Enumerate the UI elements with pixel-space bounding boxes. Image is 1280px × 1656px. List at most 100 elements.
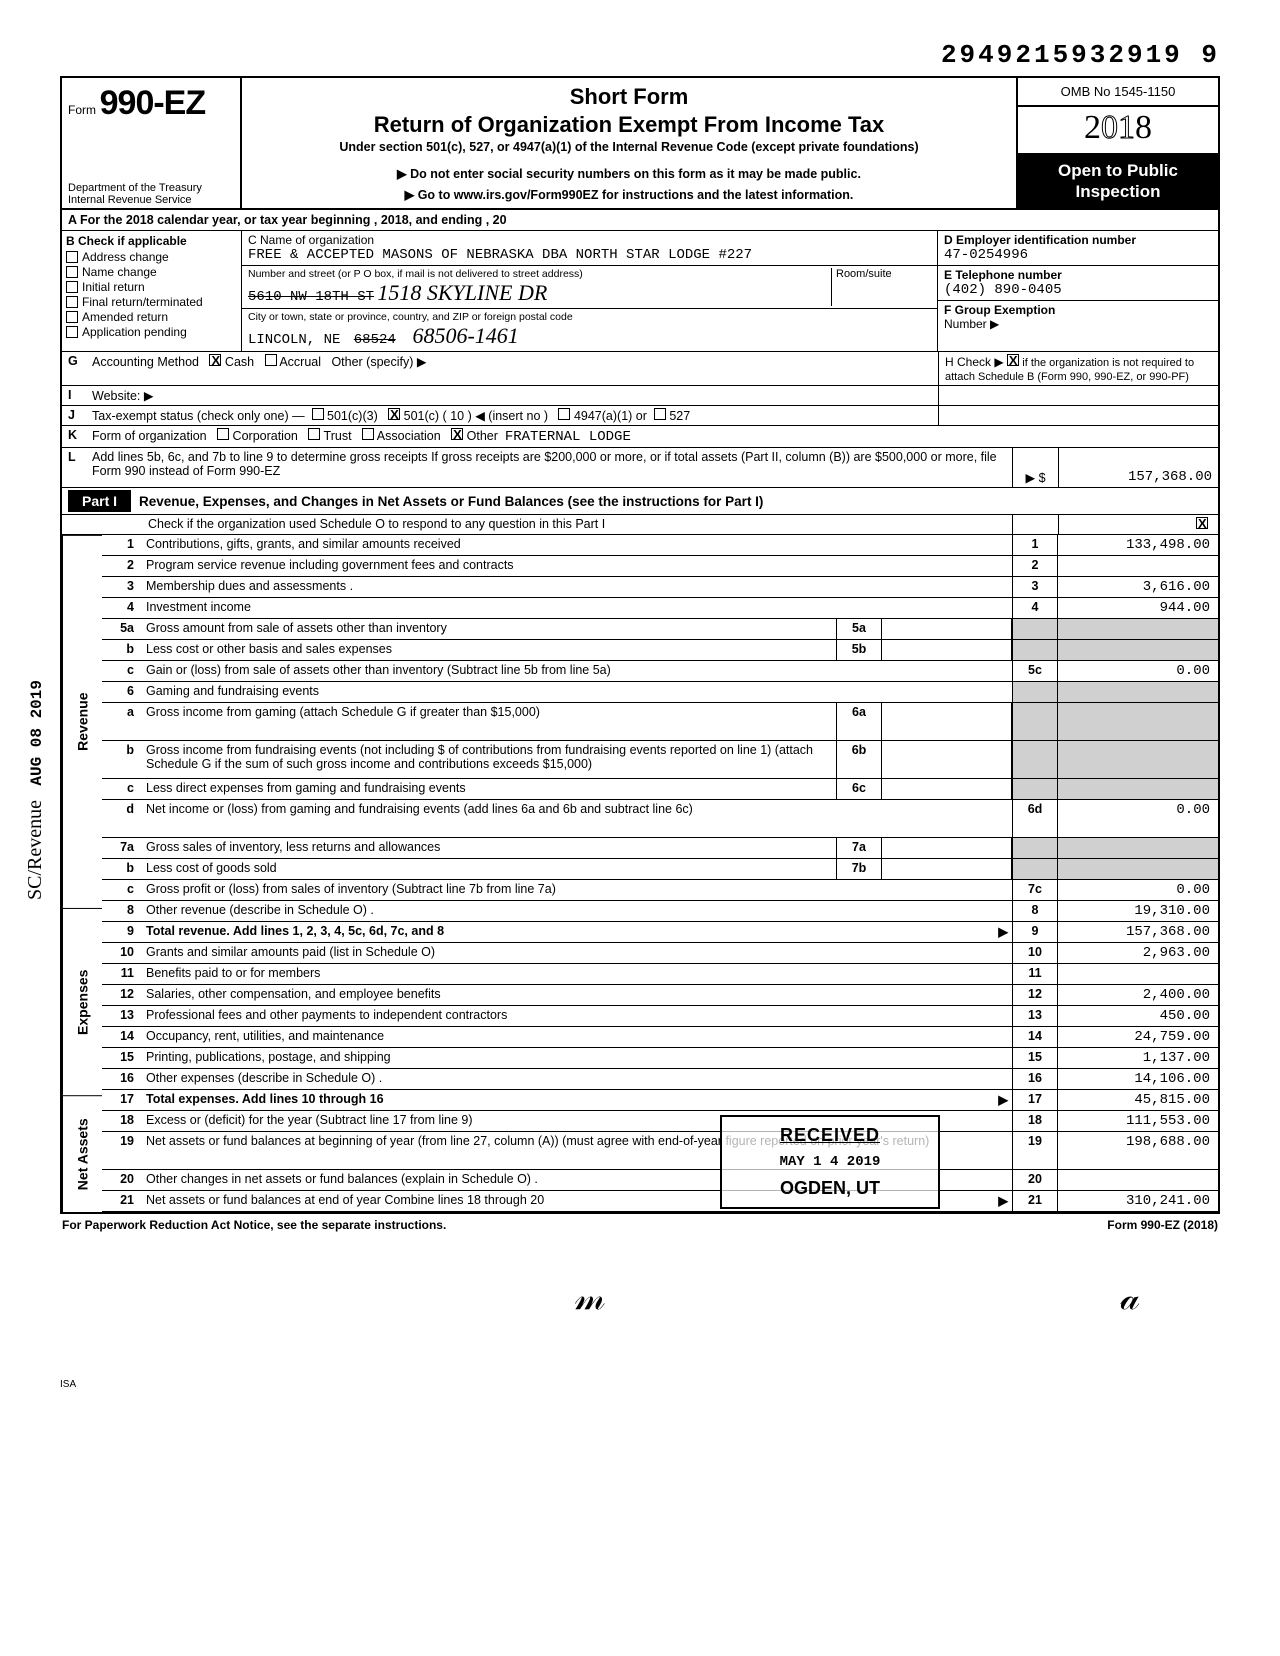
section-b-header: B Check if applicable xyxy=(66,234,237,248)
chk-schedule-b[interactable] xyxy=(1007,354,1019,366)
chk-final-return[interactable] xyxy=(66,296,78,308)
line-a-calendar-year: A For the 2018 calendar year, or tax yea… xyxy=(62,210,1218,230)
group-exemption-label: F Group Exemption xyxy=(944,303,1212,317)
instruction-url: ▶ Go to www.irs.gov/Form990EZ for instru… xyxy=(250,187,1008,202)
line-19: 19Net assets or fund balances at beginni… xyxy=(102,1132,1218,1170)
line-2: 2Program service revenue including gover… xyxy=(102,556,1218,577)
line-7a: 7aGross sales of inventory, less returns… xyxy=(102,838,1218,859)
line-12: 12Salaries, other compensation, and empl… xyxy=(102,985,1218,1006)
line-l-value: 157,368.00 xyxy=(1058,448,1218,487)
room-suite-label: Room/suite xyxy=(831,268,931,306)
line-k-label: K xyxy=(62,426,86,447)
tax-year: 2018 xyxy=(1018,107,1218,155)
open-to-public: Open to Public Inspection xyxy=(1018,155,1218,208)
line-4: 4Investment income4944.00 xyxy=(102,598,1218,619)
line-1: 1Contributions, gifts, grants, and simil… xyxy=(102,535,1218,556)
part-1-label: Part I xyxy=(68,490,131,512)
chk-schedule-o[interactable] xyxy=(1196,517,1208,529)
group-exemption-number-label: Number ▶ xyxy=(944,317,1212,331)
line-b: bLess cost or other basis and sales expe… xyxy=(102,640,1218,661)
line-20: 20Other changes in net assets or fund ba… xyxy=(102,1170,1218,1191)
line-g-label: G xyxy=(62,352,86,385)
instruction-ssn: ▶ Do not enter social security numbers o… xyxy=(250,166,1008,181)
line-15: 15Printing, publications, postage, and s… xyxy=(102,1048,1218,1069)
omb-number: OMB No 1545-1150 xyxy=(1018,78,1218,107)
isa-label: ISA xyxy=(60,1379,1220,1390)
chk-501c[interactable] xyxy=(388,408,400,420)
part-1-check-line: Check if the organization used Schedule … xyxy=(142,515,1012,534)
initial-1: 𝓂 xyxy=(575,1276,606,1319)
zip-struck: 68524 xyxy=(354,332,396,348)
line-18: 18Excess or (deficit) for the year (Subt… xyxy=(102,1111,1218,1132)
footer-paperwork: For Paperwork Reduction Act Notice, see … xyxy=(62,1218,446,1232)
short-form-label: Short Form xyxy=(250,84,1008,110)
line-c: cLess direct expenses from gaming and fu… xyxy=(102,779,1218,800)
org-name-label: C Name of organization xyxy=(248,233,374,247)
chk-address-change[interactable] xyxy=(66,251,78,263)
chk-initial-return[interactable] xyxy=(66,281,78,293)
line-9: 9Total revenue. Add lines 1, 2, 3, 4, 5c… xyxy=(102,922,1218,943)
website-field: Website: ▶ xyxy=(86,386,938,405)
vert-expenses: Expenses xyxy=(62,908,102,1095)
ein-label: D Employer identification number xyxy=(944,233,1212,247)
phone-label: E Telephone number xyxy=(944,268,1212,282)
chk-trust[interactable] xyxy=(308,428,320,440)
chk-other-org[interactable] xyxy=(451,428,463,440)
line-c: cGain or (loss) from sale of assets othe… xyxy=(102,661,1218,682)
line-l-text: Add lines 5b, 6c, and 7b to line 9 to de… xyxy=(86,448,1012,487)
line-8: 8Other revenue (describe in Schedule O) … xyxy=(102,901,1218,922)
line-10: 10Grants and similar amounts paid (list … xyxy=(102,943,1218,964)
ein-value: 47-0254996 xyxy=(944,247,1212,263)
line-b: bLess cost of goods sold7b xyxy=(102,859,1218,880)
vert-net-assets: Net Assets xyxy=(62,1095,102,1212)
city-label: City or town, state or province, country… xyxy=(248,311,573,323)
line-16: 16Other expenses (describe in Schedule O… xyxy=(102,1069,1218,1090)
line-3: 3Membership dues and assessments .33,616… xyxy=(102,577,1218,598)
dept-treasury: Department of the Treasury xyxy=(68,182,234,194)
vert-revenue: Revenue xyxy=(62,535,102,908)
org-name-value: FREE & ACCEPTED MASONS OF NEBRASKA DBA N… xyxy=(248,247,752,263)
chk-cash[interactable] xyxy=(209,354,221,366)
zip-handwritten: 68506-1461 xyxy=(412,323,518,348)
phone-value: (402) 890-0405 xyxy=(944,282,1212,298)
received-stamp: RECEIVED MAY 1 4 2019 OGDEN, UT xyxy=(720,1115,940,1209)
chk-501c3[interactable] xyxy=(312,408,324,420)
line-d: dNet income or (loss) from gaming and fu… xyxy=(102,800,1218,838)
form-990ez: Form 990-EZ Department of the Treasury I… xyxy=(60,76,1220,1214)
chk-corporation[interactable] xyxy=(217,428,229,440)
chk-name-change[interactable] xyxy=(66,266,78,278)
footer-form-ref: Form 990-EZ (2018) xyxy=(1107,1218,1218,1232)
form-label: Form xyxy=(68,103,96,117)
line-17: 17Total expenses. Add lines 10 through 1… xyxy=(102,1090,1218,1111)
line-14: 14Occupancy, rent, utilities, and mainte… xyxy=(102,1027,1218,1048)
other-org-value: FRATERNAL LODGE xyxy=(505,429,631,445)
chk-accrual[interactable] xyxy=(265,354,277,366)
chk-association[interactable] xyxy=(362,428,374,440)
line-i-label: I xyxy=(62,386,86,405)
sub-title: Under section 501(c), 527, or 4947(a)(1)… xyxy=(250,140,1008,154)
line-b: bGross income from fundraising events (n… xyxy=(102,741,1218,779)
addr-struck: 5610 NW 18TH ST xyxy=(248,289,374,305)
form-number: 990-EZ xyxy=(100,84,206,122)
initial-2: 𝒶 xyxy=(1120,1276,1140,1319)
city-value: LINCOLN, NE xyxy=(248,332,340,348)
line-11: 11Benefits paid to or for members11 xyxy=(102,964,1218,985)
chk-application-pending[interactable] xyxy=(66,326,78,338)
line-13: 13Professional fees and other payments t… xyxy=(102,1006,1218,1027)
line-j-label: J xyxy=(62,406,86,425)
side-date-stamp: AUG 08 2019 xyxy=(28,680,46,786)
main-title: Return of Organization Exempt From Incom… xyxy=(250,112,1008,138)
line-c: cGross profit or (loss) from sales of in… xyxy=(102,880,1218,901)
line-21: 21Net assets or fund balances at end of … xyxy=(102,1191,1218,1212)
line-l-label: L xyxy=(62,448,86,487)
top-doc-number: 2949215932919 9 xyxy=(60,40,1220,70)
chk-amended-return[interactable] xyxy=(66,311,78,323)
chk-527[interactable] xyxy=(654,408,666,420)
chk-4947[interactable] xyxy=(558,408,570,420)
line-a: aGross income from gaming (attach Schedu… xyxy=(102,703,1218,741)
side-revenue-stamp: SC/Revenue xyxy=(24,800,47,900)
line-6: 6Gaming and fundraising events xyxy=(102,682,1218,703)
addr-handwritten: 1518 SKYLINE DR xyxy=(377,280,547,305)
part-1-title: Revenue, Expenses, and Changes in Net As… xyxy=(131,491,771,512)
line-5a: 5aGross amount from sale of assets other… xyxy=(102,619,1218,640)
